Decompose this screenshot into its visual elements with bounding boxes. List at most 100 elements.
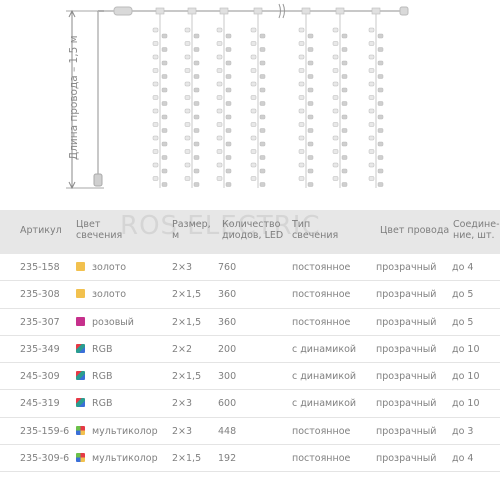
led-bulb: [152, 122, 159, 127]
led-bulb: [341, 155, 348, 160]
led-bulb: [332, 27, 339, 33]
led-bulb: [193, 168, 200, 174]
led-bulb: [225, 101, 232, 106]
cell-type: постоянное: [292, 453, 351, 465]
dimension-arrow-bottom: [68, 181, 76, 190]
led-bulb: [259, 47, 266, 52]
cell-wire: прозрачный: [376, 398, 437, 410]
led-bulb: [332, 108, 339, 114]
led-bulb: [298, 81, 305, 87]
led-bulb: [184, 176, 191, 181]
table-body: 235-158 золото 2×3 760 постоянное прозрачный д…: [0, 254, 500, 473]
table-row: 235-307 розовый 2×1,5 360 постоянное прозрачн…: [0, 309, 500, 336]
led-bulb: [193, 74, 200, 79]
led-bulb: [216, 122, 223, 127]
strand-connector: [187, 7, 197, 15]
cell-type: постоянное: [292, 425, 351, 437]
led-bulb: [193, 101, 200, 106]
led-bulb: [332, 162, 339, 168]
color-swatch-icon: [76, 398, 85, 408]
led-bulb: [298, 176, 305, 181]
cell-leds: 600: [218, 398, 237, 410]
led-bulb: [250, 122, 257, 127]
end-connector: [399, 6, 409, 16]
led-bulb: [307, 182, 314, 187]
cell-article: 235-349: [20, 343, 60, 355]
led-bulb: [152, 135, 159, 141]
led-bulb: [225, 128, 232, 133]
led-bulb: [161, 182, 168, 187]
led-bulb: [368, 162, 375, 168]
color-swatch-icon: [76, 371, 85, 381]
led-bulb: [184, 135, 191, 141]
led-bulb: [225, 33, 232, 39]
color-swatch-icon: [76, 289, 85, 299]
cell-size: 2×3: [172, 262, 193, 273]
led-bulb: [298, 122, 305, 127]
led-bulb: [184, 54, 191, 60]
cell-type: с динамикой: [292, 398, 357, 410]
led-bulb: [332, 149, 339, 154]
led-bulb: [225, 114, 232, 120]
led-bulb: [377, 114, 384, 120]
led-bulb: [193, 47, 200, 52]
header-connections: Соедине-ние, шт.: [453, 219, 500, 241]
cell-color: мультиколор: [92, 453, 158, 465]
led-bulb: [332, 68, 339, 73]
led-bulb: [184, 108, 191, 114]
led-bulb: [368, 27, 375, 33]
table-row: 235-308 золото 2×1,5 360 постоянное прозрачны…: [0, 281, 500, 309]
led-bulb: [368, 122, 375, 127]
strand-connector: [371, 7, 381, 15]
led-bulb: [341, 47, 348, 52]
led-bulb: [184, 122, 191, 127]
cell-article: 245-319: [20, 398, 60, 410]
dimension-arrow-top: [68, 9, 76, 18]
led-bulb: [152, 162, 159, 168]
led-bulb: [152, 68, 159, 73]
cell-size: 2×3: [172, 398, 193, 410]
color-swatch-icon: [76, 316, 85, 326]
cell-wire: прозрачный: [376, 371, 437, 383]
led-bulb: [225, 87, 232, 93]
led-bulb: [259, 101, 266, 106]
led-bulb: [250, 135, 257, 141]
led-bulb: [225, 74, 232, 79]
table-header: ROS ELECTRIC Артикул Цвет свечения Разме…: [0, 210, 500, 254]
cell-color: RGB: [92, 343, 113, 355]
led-bulb: [250, 81, 257, 87]
led-bulb: [377, 168, 384, 174]
led-bulb: [298, 135, 305, 141]
led-bulb: [377, 33, 384, 39]
led-bulb: [377, 60, 384, 66]
led-bulb: [152, 81, 159, 87]
led-bulb: [193, 155, 200, 160]
cell-article: 235-159-6: [20, 425, 70, 437]
led-bulb: [368, 149, 375, 154]
led-bulb: [341, 101, 348, 106]
led-bulb: [377, 74, 384, 79]
led-bulb: [193, 141, 200, 147]
led-bulb: [250, 162, 257, 168]
led-bulb: [161, 33, 168, 39]
led-bulb: [341, 74, 348, 79]
led-bulb: [377, 128, 384, 133]
led-bulb: [307, 101, 314, 106]
led-bulb: [193, 33, 200, 39]
led-bulb: [184, 149, 191, 154]
led-bulb: [161, 168, 168, 174]
led-bulb: [298, 149, 305, 154]
cell-article: 235-309-6: [20, 453, 70, 465]
led-bulb: [259, 168, 266, 174]
led-bulb: [368, 176, 375, 181]
led-bulb: [307, 87, 314, 93]
color-swatch-icon: [76, 453, 85, 463]
strand-connector: [253, 7, 263, 15]
led-bulb: [259, 87, 266, 93]
strand-connector: [219, 7, 229, 15]
cell-leds: 760: [218, 262, 237, 273]
led-bulb: [259, 128, 266, 133]
led-bulb: [307, 128, 314, 133]
led-bulb: [259, 33, 266, 39]
led-bulb: [184, 95, 191, 100]
